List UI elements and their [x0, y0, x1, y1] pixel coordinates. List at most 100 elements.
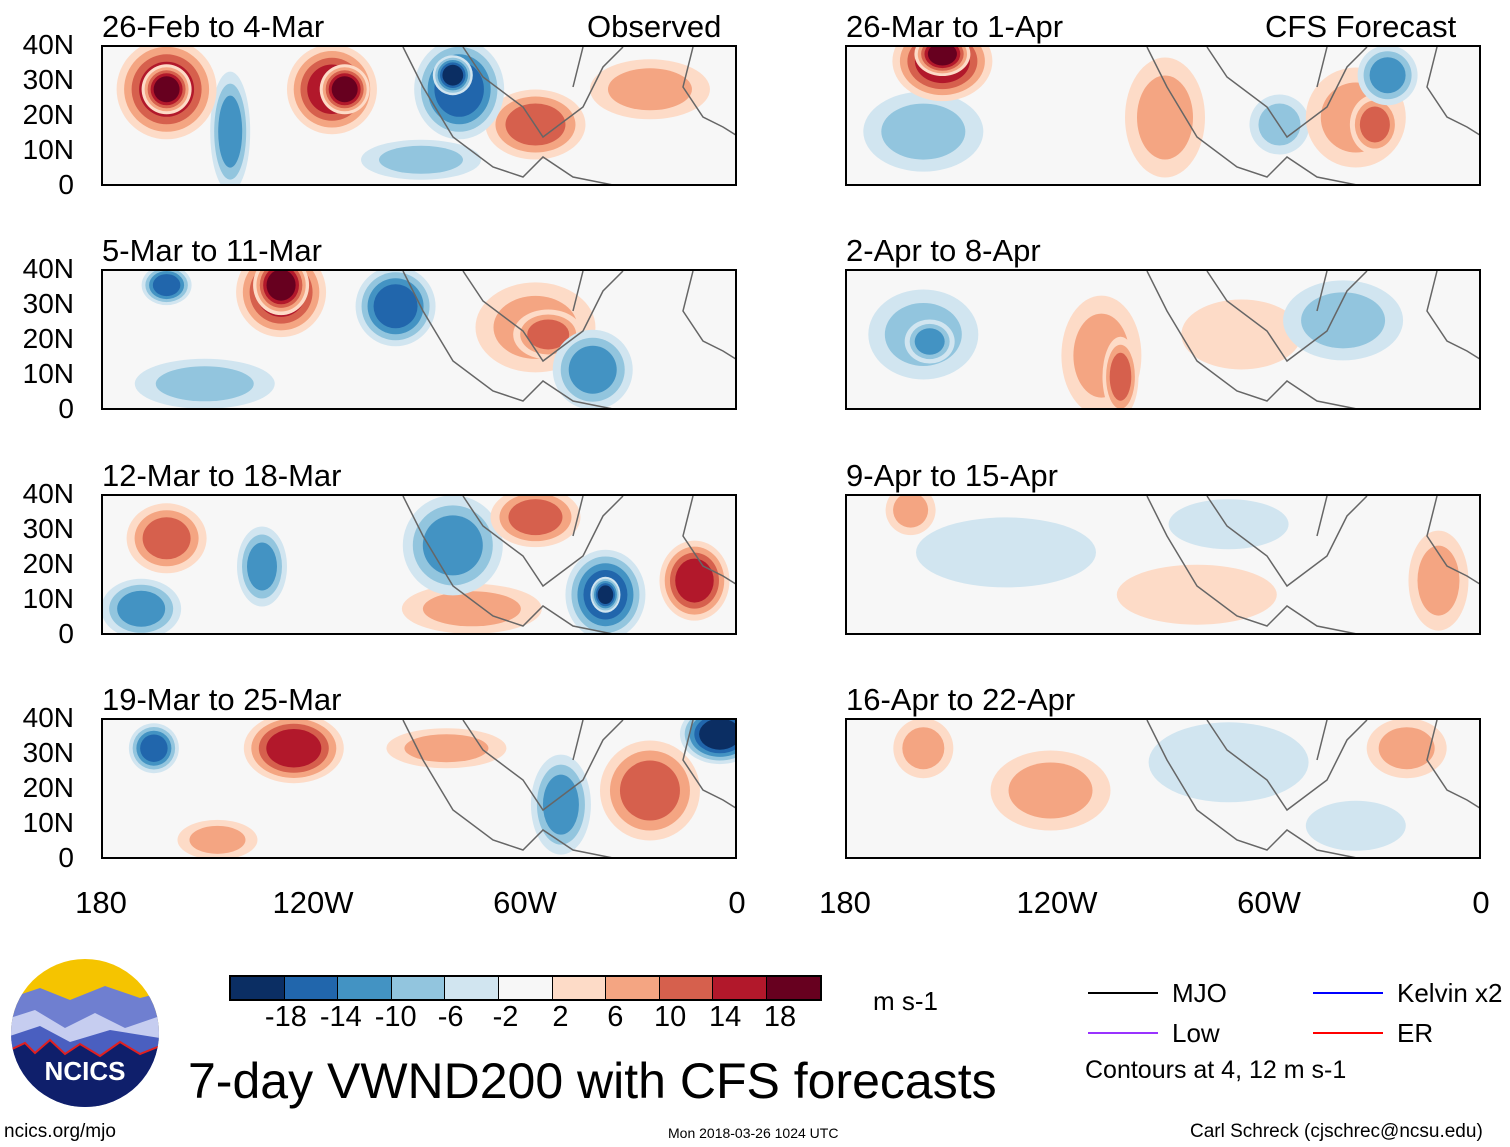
wind-anomaly-region [442, 64, 464, 86]
legend-label: MJO [1172, 978, 1227, 1008]
map-panel [101, 269, 737, 410]
map-panel [845, 718, 1481, 859]
wind-anomaly-region [902, 727, 945, 770]
coastline [1146, 271, 1479, 408]
panel-title: 26-Mar to 1-Apr [846, 9, 1064, 44]
colorbar-swatch [552, 977, 607, 999]
wind-anomaly-region [404, 734, 489, 763]
wind-anomaly-region [379, 145, 463, 174]
colorbar-swatch [606, 977, 660, 999]
colorbar-swatch [713, 977, 767, 999]
ncics-logo: NCICS [11, 959, 159, 1107]
panel-title: 26-Feb to 4-Mar [102, 9, 325, 44]
colorbar-swatch [766, 977, 820, 999]
colorbar-swatch [498, 977, 553, 999]
colorbar-swatch [284, 977, 339, 999]
y-tick-label: 40N [22, 702, 74, 733]
wind-anomaly-region [1148, 722, 1309, 803]
coastline [1146, 47, 1479, 184]
wind-anomaly-region [1417, 545, 1460, 616]
colorbar-label: -2 [492, 1001, 519, 1033]
y-tick-label: 40N [22, 29, 74, 60]
y-tick-label: 0 [58, 169, 74, 200]
wind-anomaly-region [373, 284, 418, 329]
contour-note: Contours at 4, 12 m s-1 [1085, 1056, 1347, 1084]
forecast-label: CFS Forecast [1265, 9, 1457, 44]
wind-anomaly-region [1109, 352, 1132, 401]
wind-anomaly-region [189, 825, 246, 854]
y-tick-label: 20N [22, 99, 74, 130]
wind-anomaly-region [568, 345, 617, 394]
y-tick-label: 30N [22, 64, 74, 95]
wind-anomaly-region [155, 366, 254, 402]
y-tick-label: 0 [58, 842, 74, 873]
wind-anomaly-region [1378, 727, 1435, 770]
colorbar-label: 2 [552, 1001, 569, 1033]
coastline [1146, 496, 1479, 633]
map-panel [845, 494, 1481, 635]
wind-anomaly-region [1181, 299, 1302, 370]
panel-title: 5-Mar to 11-Mar [102, 233, 322, 268]
coastline [402, 47, 735, 184]
footer-credit: Carl Schreck (cjschrec@ncsu.edu) [1190, 1121, 1483, 1142]
x-tick-label: 0 [1472, 885, 1490, 920]
wind-anomaly-region [153, 76, 180, 103]
wind-anomaly-region [527, 319, 570, 350]
wind-anomaly-region [508, 499, 563, 536]
colorbar-swatch [391, 977, 446, 999]
y-tick-label: 40N [22, 253, 74, 284]
legend-line [1313, 1032, 1383, 1034]
footer-timestamp: Mon 2018-03-26 1024 UTC [668, 1125, 839, 1141]
y-tick-label: 10N [22, 134, 74, 165]
wind-anomaly-region [597, 585, 614, 605]
y-tick-label: 20N [22, 323, 74, 354]
wind-anomaly-region [1008, 762, 1093, 819]
wind-anomaly-region [117, 590, 166, 627]
colorbar-label: 14 [708, 1001, 742, 1033]
footer-url[interactable]: ncics.org/mjo [4, 1121, 116, 1142]
coastline [402, 496, 735, 633]
wind-anomaly-region [675, 558, 714, 603]
map-panel [845, 45, 1481, 186]
coastline [402, 720, 735, 857]
y-tick-label: 30N [22, 513, 74, 544]
colorbar-swatch [445, 977, 499, 999]
wind-anomaly-region [218, 95, 243, 168]
wind-anomaly-region [607, 68, 692, 111]
map-panel [101, 45, 737, 186]
x-tick-label: 60W [1237, 885, 1301, 920]
map-panel [101, 718, 737, 859]
coastline [402, 271, 735, 408]
wind-anomaly-region [1168, 499, 1289, 550]
legend-line [1088, 992, 1158, 994]
x-tick-label: 120W [272, 885, 354, 920]
wind-anomaly-region [1137, 75, 1193, 160]
legend-label: Kelvin x2 [1397, 978, 1503, 1008]
y-tick-label: 10N [22, 583, 74, 614]
wind-anomaly-region [1116, 564, 1277, 625]
x-tick-label: 120W [1016, 885, 1098, 920]
wind-anomaly-region [142, 517, 191, 560]
colorbar-swatch [338, 977, 392, 999]
wind-anomaly-region [1359, 106, 1390, 143]
legend-line [1088, 1032, 1158, 1034]
legend-label: Low [1172, 1018, 1220, 1048]
svg-text:NCICS: NCICS [45, 1056, 126, 1086]
colorbar-swatch [231, 977, 285, 999]
wind-anomaly-region [1369, 57, 1406, 94]
wind-anomaly-region [247, 542, 277, 591]
y-tick-label: 20N [22, 772, 74, 803]
panel-title: 9-Apr to 15-Apr [846, 458, 1058, 493]
wind-anomaly-region [881, 103, 966, 160]
wind-anomaly-region [542, 774, 579, 835]
y-tick-label: 30N [22, 288, 74, 319]
y-tick-label: 10N [22, 358, 74, 389]
colorbar-label: 18 [763, 1001, 797, 1033]
wind-anomaly-region [266, 271, 296, 301]
wind-anomaly-region [331, 76, 358, 103]
wind-anomaly-region [266, 728, 322, 768]
y-tick-label: 40N [22, 478, 74, 509]
wind-anomaly-region [619, 760, 680, 821]
panel-title: 19-Mar to 25-Mar [102, 682, 342, 717]
